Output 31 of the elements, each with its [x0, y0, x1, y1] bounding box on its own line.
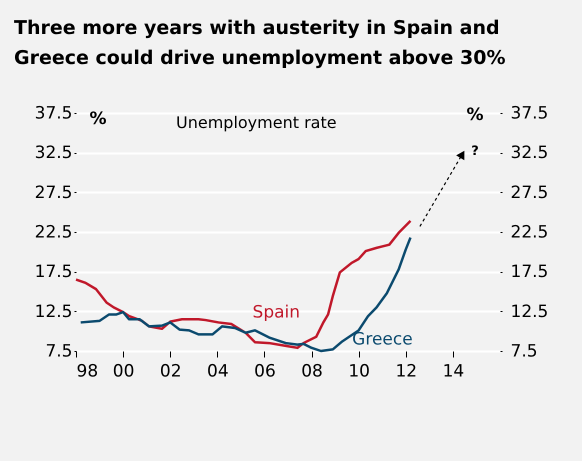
- x-tick-label: 04: [207, 362, 229, 382]
- y2-tick-label: 27.5: [510, 182, 548, 203]
- y-tick-label: 27.5: [34, 182, 72, 203]
- y-tick-label: 12.5: [34, 302, 72, 322]
- y-tick-label: 37.5: [34, 104, 72, 124]
- x-tick-label: 02: [160, 362, 182, 382]
- series-label: Greece: [352, 329, 413, 350]
- annotation: Unemployment rate: [176, 113, 337, 132]
- y-tick-label: 32.5: [34, 143, 72, 164]
- y2-axis-title: %: [466, 105, 484, 125]
- y-tick-label: 17.5: [34, 262, 72, 282]
- y2-tick-label: 12.5: [510, 302, 548, 322]
- x-tick-label: 10: [348, 362, 370, 382]
- y-tick-label: 7.5: [45, 342, 72, 362]
- x-tick-label: 14: [442, 362, 464, 382]
- y2-tick-label: 32.5: [510, 143, 548, 164]
- annotation: ?: [471, 144, 479, 159]
- y2-tick-label: 17.5: [510, 262, 548, 282]
- x-tick-label: 08: [301, 362, 323, 382]
- y2-tick-label: 22.5: [510, 222, 548, 242]
- y-tick-label: 22.5: [34, 222, 72, 242]
- x-tick-label: 06: [254, 362, 276, 382]
- y2-tick-label: 37.5: [510, 104, 548, 124]
- x-tick-label: 00: [112, 362, 134, 382]
- x-tick-label: 12: [395, 362, 418, 382]
- line-series: [79, 236, 412, 352]
- x-tick-label: 98: [76, 362, 98, 382]
- y-axis-title: %: [89, 109, 107, 129]
- y2-tick-label: 7.5: [510, 342, 538, 362]
- chart-title: Three more years with austerity in Spain and Greece could drive unemployment above 30%: [14, 17, 506, 69]
- series-label: Spain: [252, 302, 300, 323]
